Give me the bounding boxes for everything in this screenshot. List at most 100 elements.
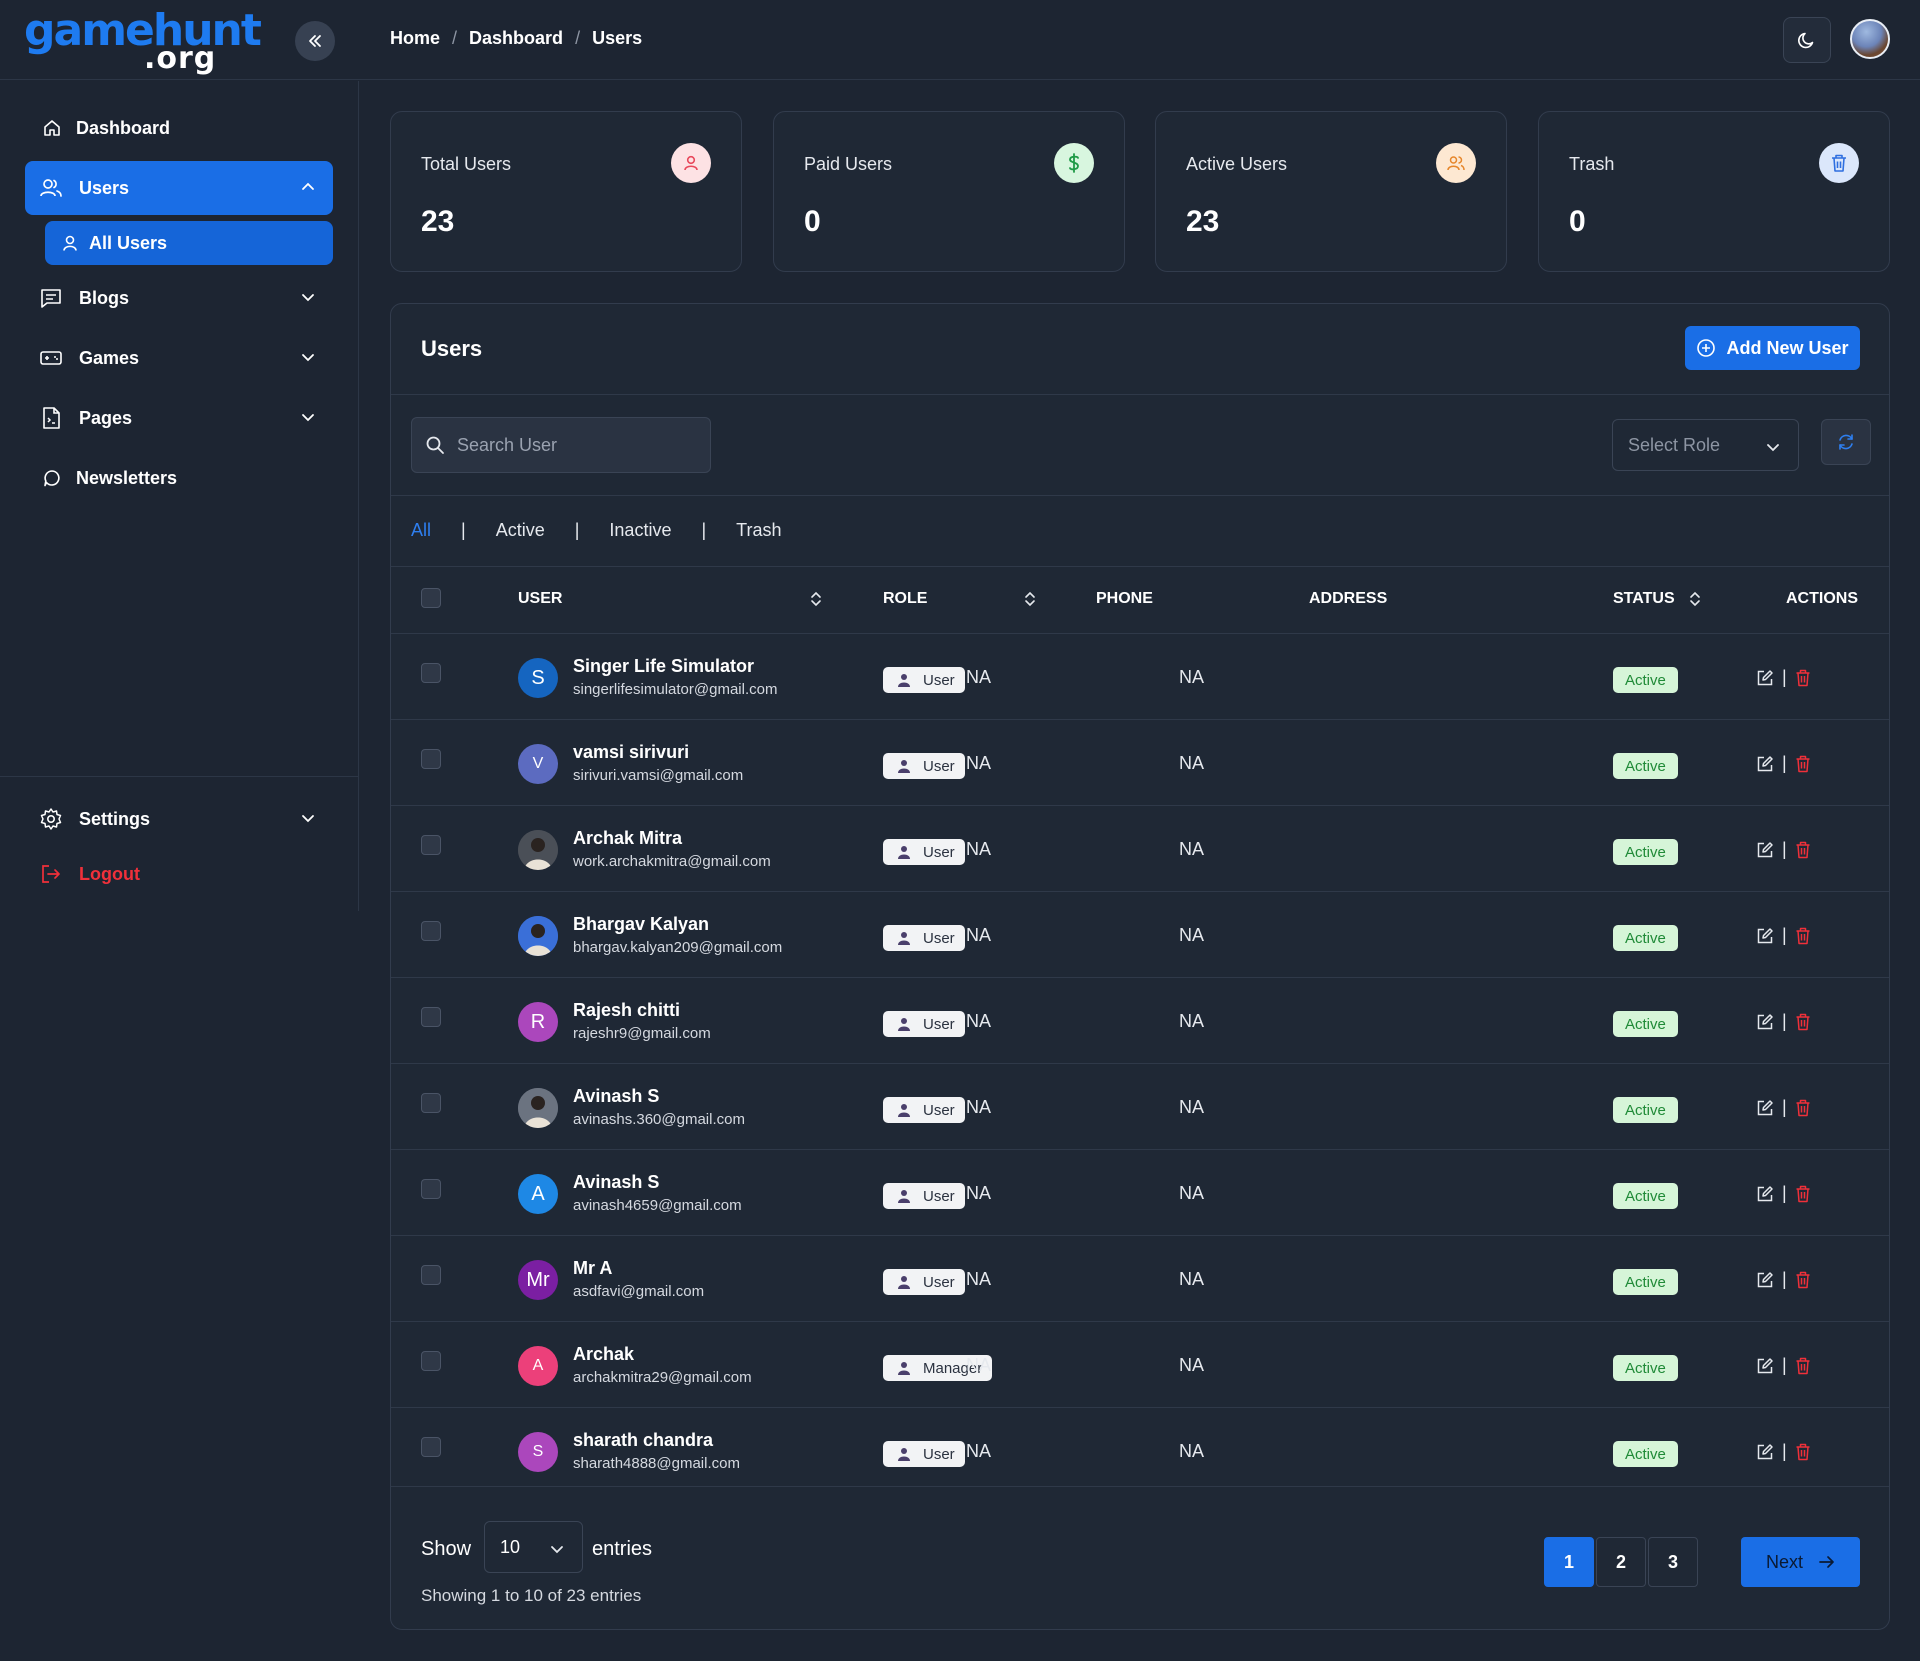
user-name[interactable]: sharath chandra [573, 1430, 714, 1450]
row-checkbox[interactable] [421, 1351, 441, 1371]
row-checkbox[interactable] [421, 835, 441, 855]
action-separator: | [1782, 1183, 1787, 1203]
delete-icon[interactable] [1795, 755, 1811, 773]
role-label: User [923, 1101, 955, 1119]
user-email: bhargav.kalyan209@gmail.com [573, 939, 783, 956]
delete-icon[interactable] [1795, 1443, 1811, 1461]
filter-active[interactable]: Active [495, 520, 545, 540]
refresh-button[interactable] [1821, 419, 1871, 465]
chat-bubble-icon [40, 466, 64, 490]
page-button-2[interactable]: 2 [1596, 1537, 1646, 1587]
status-badge: Active [1613, 1269, 1678, 1295]
breadcrumb-dashboard[interactable]: Dashboard [469, 28, 564, 48]
delete-icon[interactable] [1795, 669, 1811, 687]
avatar-initials: Mr [526, 1268, 550, 1291]
row-checkbox[interactable] [421, 1179, 441, 1199]
page-button-1[interactable]: 1 [1544, 1537, 1594, 1587]
status-badge: Active [1613, 839, 1678, 865]
table-row: Mr Mr A asdfavi@gmail.com User NA NA Active | [391, 1235, 1889, 1321]
edit-icon[interactable] [1756, 841, 1774, 859]
filter-inactive[interactable]: Inactive [609, 520, 672, 540]
sidebar-item-pages[interactable]: Pages [25, 391, 333, 445]
sidebar-item-blogs[interactable]: Blogs [25, 271, 333, 325]
edit-icon[interactable] [1756, 755, 1774, 773]
row-checkbox[interactable] [421, 921, 441, 941]
column-header-status[interactable]: STATUS [1613, 590, 1701, 608]
select-all-checkbox[interactable] [421, 588, 441, 608]
user-name[interactable]: Archak Mitra [573, 828, 683, 848]
page-button-3[interactable]: 3 [1648, 1537, 1698, 1587]
row-actions: | [1756, 1355, 1811, 1376]
delete-icon[interactable] [1795, 927, 1811, 945]
table-row: R Rajesh chitti rajeshr9@gmail.com User NA NA… [391, 977, 1889, 1063]
user-name[interactable]: Archak [573, 1344, 635, 1364]
user-name[interactable]: vamsi sirivuri [573, 742, 690, 762]
sidebar [0, 81, 359, 911]
delete-icon[interactable] [1795, 1357, 1811, 1375]
user-name[interactable]: Rajesh chitti [573, 1000, 681, 1020]
column-header-role[interactable]: ROLE [883, 590, 1036, 608]
next-page-button[interactable]: Next [1741, 1537, 1860, 1587]
role-select[interactable]: Select Role [1612, 419, 1799, 471]
user-name[interactable]: Avinash S [573, 1086, 660, 1106]
sidebar-subitem-all-users[interactable]: All Users [45, 221, 333, 265]
add-new-user-label: Add New User [1726, 337, 1849, 358]
filter-trash[interactable]: Trash [736, 520, 782, 540]
logo-main-text: gamehunt [24, 5, 262, 56]
brand-logo[interactable]: gamehunt .org [24, 6, 262, 76]
user-name[interactable]: Singer Life Simulator [573, 656, 755, 676]
user-email: avinashs.360@gmail.com [573, 1111, 745, 1128]
row-checkbox[interactable] [421, 749, 441, 769]
user-icon [898, 1448, 910, 1461]
add-new-user-button[interactable]: Add New User [1685, 326, 1860, 370]
sidebar-subitem-label: All Users [89, 232, 168, 253]
row-checkbox[interactable] [421, 1265, 441, 1285]
column-header-label: ROLE [883, 590, 928, 607]
avatar: V [518, 744, 558, 784]
column-header-user[interactable]: USER [518, 590, 822, 608]
edit-icon[interactable] [1756, 1357, 1774, 1375]
collapse-sidebar-button[interactable] [295, 21, 335, 61]
user-name[interactable]: Bhargav Kalyan [573, 914, 710, 934]
sidebar-item-newsletters[interactable]: Newsletters [25, 451, 333, 505]
phone-cell: NA [966, 839, 992, 859]
edit-icon[interactable] [1756, 1271, 1774, 1289]
address-cell: NA [1179, 1355, 1205, 1375]
row-checkbox[interactable] [421, 1437, 441, 1457]
delete-icon[interactable] [1795, 1099, 1811, 1117]
user-name[interactable]: Mr A [573, 1258, 613, 1278]
edit-icon[interactable] [1756, 1013, 1774, 1031]
sidebar-item-games[interactable]: Games [25, 331, 333, 385]
theme-toggle-button[interactable] [1783, 17, 1831, 63]
delete-icon[interactable] [1795, 1271, 1811, 1289]
profile-avatar[interactable] [1850, 19, 1890, 59]
row-checkbox[interactable] [421, 1093, 441, 1113]
edit-icon[interactable] [1756, 1443, 1774, 1461]
chevron-down-icon [302, 414, 314, 422]
edit-icon[interactable] [1756, 1099, 1774, 1117]
search-box[interactable] [411, 417, 711, 473]
phone-cell: NA [966, 667, 992, 687]
user-name[interactable]: Avinash S [573, 1172, 660, 1192]
sidebar-item-dashboard[interactable]: Dashboard [25, 101, 333, 155]
delete-icon[interactable] [1795, 1185, 1811, 1203]
row-checkbox[interactable] [421, 1007, 441, 1027]
edit-icon[interactable] [1756, 669, 1774, 687]
delete-icon[interactable] [1795, 1013, 1811, 1031]
page-size-select[interactable]: 10 [484, 1521, 583, 1573]
role-label: User [923, 757, 955, 775]
search-input[interactable] [457, 434, 677, 456]
avatar: S [518, 1432, 558, 1472]
stat-label: Trash [1569, 154, 1615, 174]
column-header-address: ADDRESS [1309, 590, 1387, 608]
edit-icon[interactable] [1756, 1185, 1774, 1203]
breadcrumb-home[interactable]: Home [390, 28, 441, 48]
edit-icon[interactable] [1756, 927, 1774, 945]
row-checkbox[interactable] [421, 663, 441, 683]
logout-button[interactable]: Logout [25, 847, 333, 901]
sidebar-item-users[interactable]: Users [25, 161, 333, 215]
filter-all[interactable]: All [411, 520, 432, 540]
sidebar-item-settings[interactable]: Settings [25, 792, 333, 846]
delete-icon[interactable] [1795, 841, 1811, 859]
stat-label: Total Users [421, 154, 512, 174]
